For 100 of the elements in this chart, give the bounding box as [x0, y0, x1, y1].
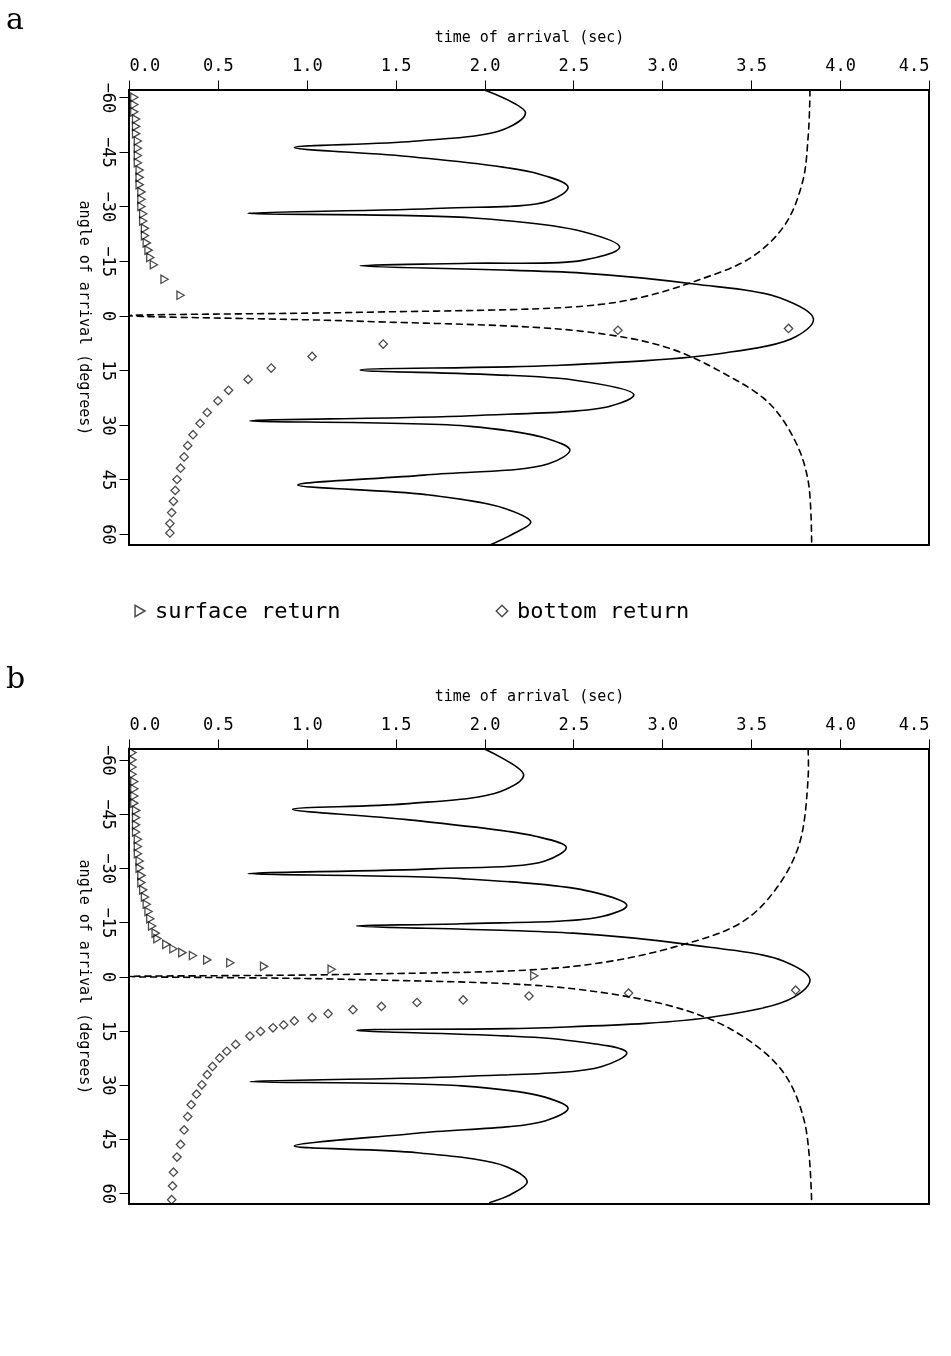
point	[613, 325, 623, 336]
point	[245, 1031, 255, 1041]
point	[221, 1046, 232, 1057]
point	[168, 1167, 179, 1178]
x-tick-label: 4.0	[825, 713, 856, 734]
point	[175, 1139, 186, 1150]
x-tick-label: 1.0	[291, 54, 323, 75]
point	[146, 252, 155, 263]
point	[131, 114, 141, 124]
y-tick-label: 30	[98, 1075, 119, 1096]
point	[138, 885, 148, 895]
point	[202, 955, 212, 965]
legend-label: bottom return	[517, 598, 690, 623]
point	[524, 991, 534, 1001]
point	[146, 913, 155, 924]
point	[138, 208, 148, 219]
point	[378, 339, 389, 349]
y-tick-label: 45	[98, 1129, 119, 1150]
point	[182, 1111, 193, 1122]
x-tick-label: 2.5	[558, 54, 590, 75]
point	[195, 418, 205, 429]
point	[169, 943, 178, 954]
x-tick-label: 0.5	[203, 713, 234, 734]
y-tick-label: −30	[98, 191, 119, 223]
point	[179, 452, 189, 462]
point	[142, 899, 152, 910]
point	[133, 150, 143, 161]
legend-label: surface return	[155, 598, 341, 623]
point	[530, 970, 539, 981]
point	[151, 928, 160, 938]
point	[179, 1125, 189, 1135]
point	[162, 939, 171, 950]
chart-title: b	[6, 660, 26, 695]
point	[130, 791, 139, 801]
point	[170, 485, 181, 496]
point	[202, 1069, 213, 1080]
point	[131, 827, 141, 837]
point	[213, 396, 223, 406]
point	[135, 165, 144, 175]
point	[130, 107, 139, 117]
point	[348, 1004, 358, 1015]
x-tick-label: 2.0	[469, 713, 501, 734]
point	[226, 957, 235, 968]
y-tick-label: 0	[98, 311, 119, 322]
point	[130, 776, 139, 787]
x-tick-label: 1.5	[380, 713, 412, 734]
point	[137, 877, 146, 888]
point	[188, 429, 198, 440]
point	[412, 997, 422, 1008]
point	[140, 230, 150, 241]
point	[783, 323, 794, 334]
point	[153, 933, 162, 944]
point	[144, 906, 153, 917]
point	[133, 841, 143, 852]
y-tick-label: 30	[98, 415, 119, 436]
point	[130, 99, 139, 110]
x-tick-label: 0.5	[203, 54, 234, 75]
point	[131, 820, 141, 830]
point	[138, 216, 148, 226]
x-axis-title: time of arrival (sec)	[434, 686, 625, 705]
point	[197, 1080, 207, 1090]
point	[130, 92, 139, 103]
point	[259, 961, 269, 972]
point	[307, 1012, 317, 1023]
point	[178, 947, 187, 958]
point	[172, 1152, 182, 1162]
x-tick-label: 3.0	[647, 54, 679, 75]
point	[166, 507, 177, 518]
y-tick-label: 60	[98, 1183, 119, 1204]
point	[255, 1026, 266, 1037]
point	[137, 870, 146, 881]
point	[142, 238, 152, 248]
point	[133, 143, 143, 154]
y-tick-label: 45	[98, 469, 119, 491]
point	[131, 812, 141, 823]
point	[376, 1001, 387, 1012]
y-tick-label: −15	[98, 246, 119, 277]
y-tick-label: −45	[98, 137, 119, 168]
point	[135, 856, 144, 866]
x-tick-label: 3.0	[647, 713, 679, 734]
y-tick-label: 60	[98, 524, 119, 545]
point	[160, 274, 169, 285]
x-tick-label: 3.5	[736, 713, 768, 734]
x-tick-label: 2.0	[469, 54, 501, 75]
x-tick-label: 0.0	[129, 713, 161, 734]
point	[182, 440, 193, 451]
point	[207, 1061, 218, 1072]
point	[137, 194, 146, 205]
point	[133, 157, 143, 168]
point	[243, 374, 253, 385]
point	[165, 518, 175, 529]
point	[137, 187, 146, 197]
point	[131, 128, 141, 139]
point	[130, 783, 139, 794]
point	[130, 798, 139, 808]
point	[140, 892, 150, 902]
chart-title: a	[6, 1, 24, 36]
point	[168, 496, 179, 507]
y-axis-title: angle of arrival (degrees)	[75, 200, 94, 436]
point	[327, 964, 336, 975]
